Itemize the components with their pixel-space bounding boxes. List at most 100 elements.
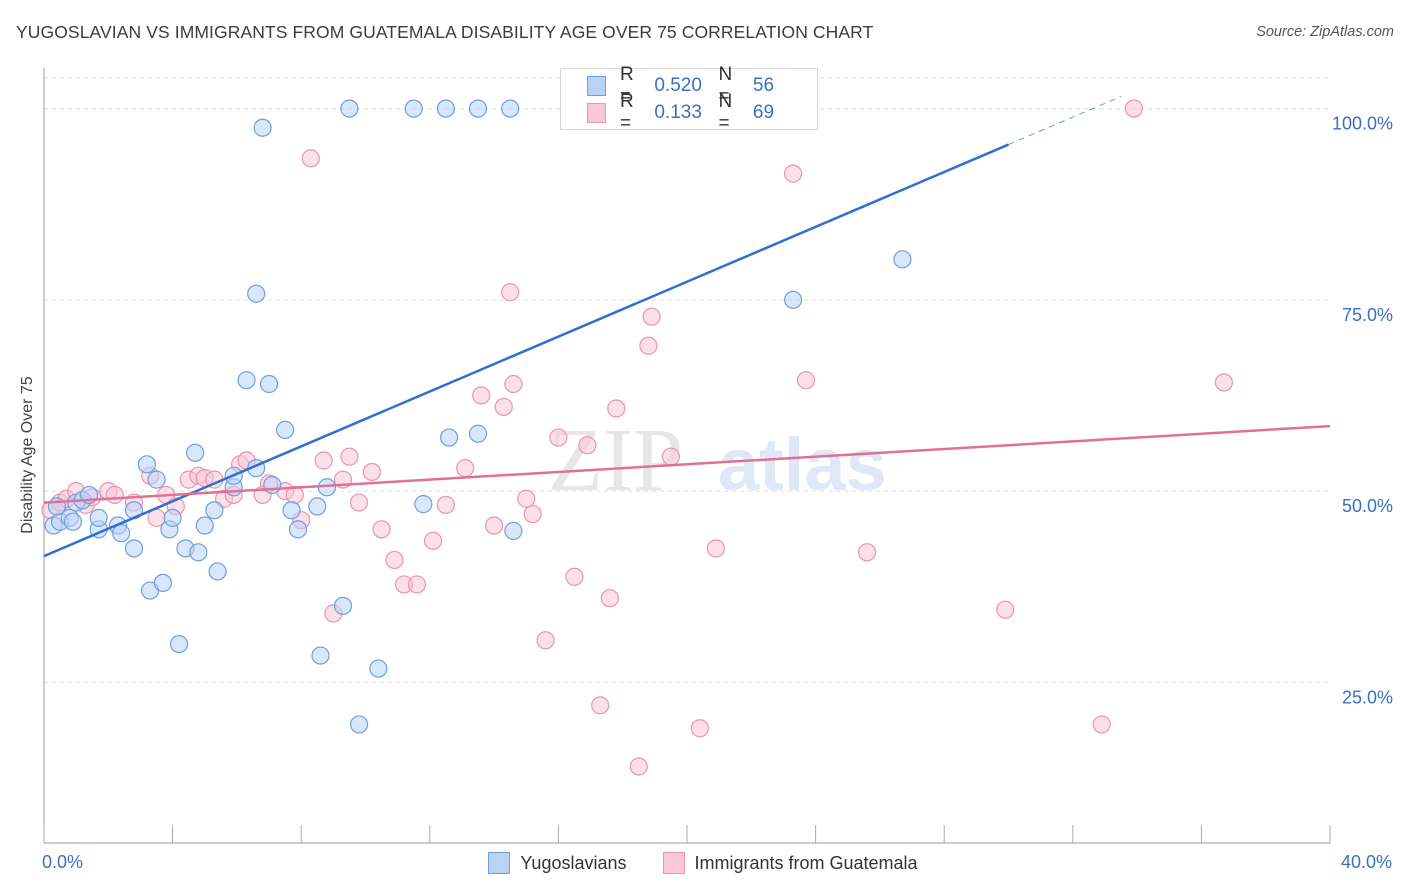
n-value: 56 [752, 75, 775, 96]
yugoslavian-points [44, 99, 912, 734]
r-label: R = [619, 91, 634, 134]
source-label: Source: ZipAtlas.com [1256, 24, 1394, 40]
r-label: R = [619, 64, 634, 107]
yugoslavian-point [436, 99, 455, 118]
pink-swatch-icon [587, 103, 606, 123]
guatemala-point [372, 520, 391, 539]
guatemala-point [517, 489, 536, 508]
yugoslavian-point [247, 284, 266, 303]
legend-label: Yugoslavians [520, 852, 627, 873]
y-tick-label: 100.0% [1332, 114, 1393, 134]
guatemala-point [1124, 99, 1143, 118]
guatemala-point [105, 485, 124, 505]
guatemala-point [607, 399, 626, 418]
n-value: 69 [752, 102, 775, 123]
axes [43, 68, 1331, 844]
guatemala-point [301, 149, 320, 168]
guatemala-point [690, 719, 709, 738]
guatemala-point [565, 567, 584, 586]
guatemala-point [423, 531, 443, 550]
pink-swatch-icon [662, 852, 685, 874]
yugoslavian-point [439, 428, 459, 447]
yugoslavian-point [195, 516, 214, 535]
guatemala-point [996, 600, 1015, 619]
yugoslavian-point [63, 512, 83, 531]
yugoslavian-point [276, 420, 295, 439]
yugoslavian-point [259, 374, 279, 394]
yugoslavian-point [153, 573, 173, 593]
watermark-zip: ZIP [548, 411, 683, 510]
y-tick-labels: 25.0% 50.0% 75.0% 100.0% [1332, 114, 1393, 708]
yugoslavian-point [288, 520, 308, 539]
guatemala-point [1092, 715, 1111, 734]
guatemala-point [578, 436, 597, 455]
yugoslavian-point [333, 596, 353, 615]
yugoslavian-point [308, 497, 327, 516]
y-tick-label: 25.0% [1342, 687, 1393, 707]
yugoslavian-trend-line [43, 143, 1009, 558]
yugoslavian-point [253, 118, 272, 137]
guatemala-point [485, 516, 504, 535]
yugoslavian-point [112, 524, 131, 543]
n-label: N = [718, 64, 733, 107]
guatemala-point [661, 447, 681, 466]
watermark: ZIP atlas [548, 411, 887, 510]
blue-swatch-icon [488, 852, 511, 874]
yugoslavian-point [282, 501, 301, 520]
trend-lines [43, 96, 1331, 558]
guatemala-point [340, 447, 359, 466]
guatemala-point [314, 451, 333, 470]
yugoslavian-trend-extension [1008, 96, 1122, 146]
legend-row-guatemala: R = 0.133 N = 69 [587, 91, 817, 134]
legend-item-yugoslavians[interactable]: Yugoslavians [488, 852, 627, 874]
yugoslavian-point [311, 646, 330, 665]
guatemala-point [706, 539, 726, 558]
guatemala-point [385, 550, 404, 570]
yugoslavian-point [147, 470, 166, 489]
yugoslavian-point [349, 715, 369, 734]
yugoslavian-point [137, 455, 156, 474]
yugoslavian-point [783, 290, 803, 309]
r-value: 0.520 [654, 75, 702, 96]
r-value: 0.133 [654, 102, 702, 123]
guatemala-point [600, 589, 619, 608]
guatemala-point [504, 374, 523, 394]
yugoslavian-point [186, 443, 205, 462]
yugoslavian-point [237, 371, 256, 390]
watermark-atlas: atlas [718, 423, 887, 506]
yugoslavian-point [340, 99, 359, 118]
guatemala-point [456, 459, 475, 478]
x-tick-min: 0.0% [42, 852, 84, 872]
yugoslavian-point [169, 634, 189, 654]
yugoslavian-point [501, 99, 520, 118]
yugoslavian-point [404, 99, 423, 118]
guatemala-point [1214, 373, 1234, 392]
n-label: N = [718, 91, 733, 134]
yugoslavian-point [163, 508, 182, 527]
yugoslavian-point [468, 424, 488, 443]
guatemala-point [472, 386, 491, 405]
guatemala-point [523, 504, 542, 524]
correlation-legend: R = 0.520 N = 56 R = 0.133 N = 69 [560, 64, 818, 134]
guatemala-point [349, 493, 369, 512]
yugoslavian-point [208, 562, 227, 581]
guatemala-point [436, 495, 455, 514]
guatemala-point [639, 336, 658, 355]
guatemala-points [41, 99, 1234, 776]
guatemala-point [591, 696, 610, 715]
legend-item-guatemala[interactable]: Immigrants from Guatemala [662, 852, 918, 874]
legend-row-yugoslavians: R = 0.520 N = 56 [587, 64, 817, 107]
blue-swatch-icon [587, 76, 606, 96]
guatemala-point [629, 757, 648, 776]
guatemala-trend-line [43, 424, 1331, 504]
grid-lines [44, 77, 1330, 683]
guatemala-point [549, 428, 568, 447]
yugoslavian-point [124, 539, 144, 558]
guatemala-point [642, 307, 661, 326]
guatemala-point [796, 371, 816, 390]
yugoslavian-point [205, 501, 224, 520]
yugoslavian-point [414, 495, 433, 514]
guatemala-point [362, 462, 382, 482]
legend-label: Immigrants from Guatemala [694, 852, 918, 873]
